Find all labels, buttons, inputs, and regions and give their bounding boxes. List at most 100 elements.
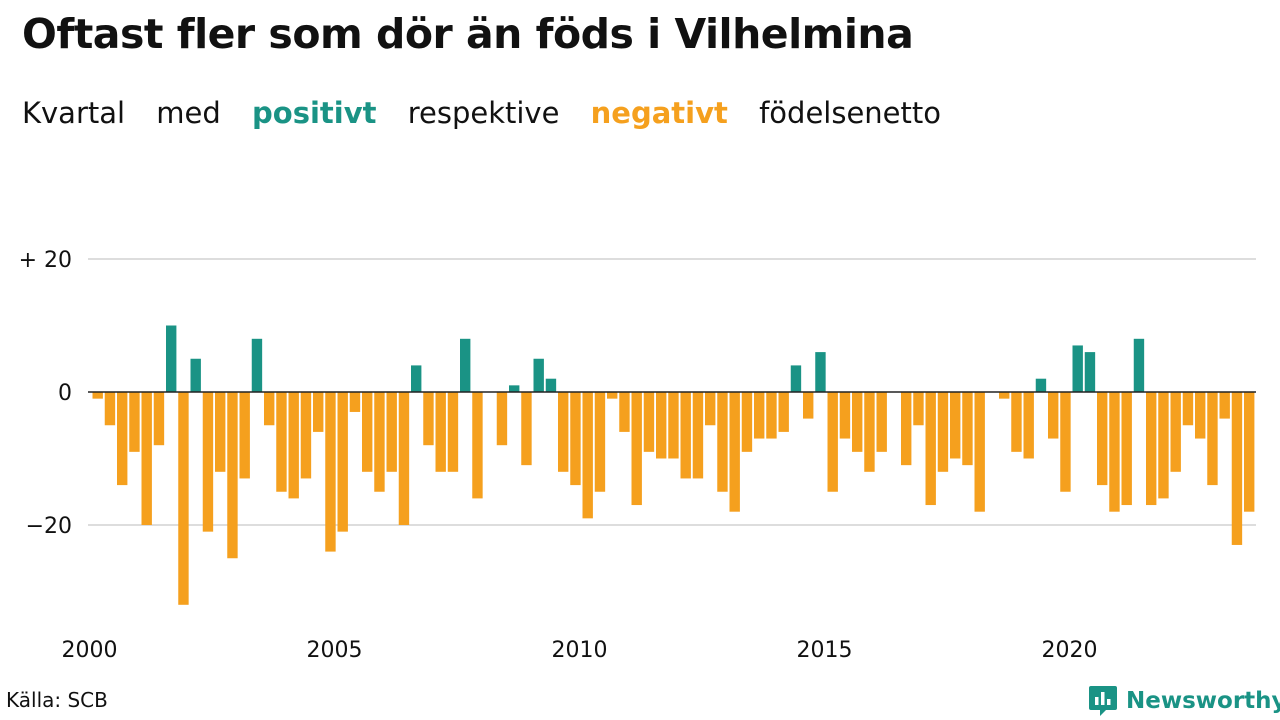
subtitle-text-med: med: [156, 96, 221, 130]
bar: [1170, 392, 1181, 472]
bar: [839, 392, 851, 439]
bar: [803, 392, 814, 419]
bar: [717, 392, 728, 492]
bar: [153, 392, 165, 446]
bar: [1048, 392, 1059, 439]
bar: [202, 392, 214, 532]
source-note: Källa: SCB: [6, 688, 108, 712]
subtitle-text-respektive: respektive: [407, 96, 560, 130]
bar: [729, 392, 740, 512]
subtitle-positive-label: positivt: [252, 96, 377, 130]
y-tick-label: 0: [58, 381, 72, 406]
bar: [558, 392, 569, 472]
bar: [227, 392, 238, 559]
bar: [104, 392, 116, 426]
bar: [178, 392, 189, 605]
bar: [790, 365, 802, 392]
bar: [705, 392, 716, 426]
bar: [643, 392, 655, 452]
x-tick-label: 2000: [62, 638, 118, 663]
subtitle-text-fodelsenetto: födelsenetto: [759, 96, 941, 130]
bar: [1011, 392, 1022, 452]
bar: [325, 392, 336, 552]
bar: [594, 392, 606, 492]
brand-name: Newsworthy: [1126, 688, 1280, 714]
bar: [423, 392, 434, 446]
bar: [1158, 392, 1169, 499]
bar: [754, 392, 765, 439]
bar: [141, 392, 152, 525]
bar: [937, 392, 949, 472]
bar: [999, 392, 1010, 399]
bar: [251, 338, 263, 392]
bar: [901, 392, 912, 466]
bar: [313, 392, 324, 432]
bar: [374, 392, 385, 492]
bar-chart-speech-bubble-icon: [1089, 686, 1117, 716]
subtitle-text-kvartal: Kvartal: [22, 96, 126, 130]
bar: [166, 325, 177, 392]
subtitle-negative-label: negativt: [590, 96, 728, 130]
x-tick-label: 2010: [552, 638, 608, 663]
bar: [1146, 392, 1157, 506]
bar: [435, 392, 446, 472]
bar: [545, 378, 557, 392]
bar: [864, 392, 875, 472]
x-tick-label: 2020: [1042, 638, 1098, 663]
bar: [92, 392, 103, 399]
bar: [386, 392, 397, 472]
bar: [692, 392, 704, 479]
x-tick-label: 2005: [307, 638, 363, 663]
bar: [1084, 352, 1096, 392]
chart-title: Oftast fler som dör än föds i Vilhelmina: [22, 10, 914, 58]
bar: [950, 392, 961, 459]
bar: [582, 392, 593, 519]
y-tick-label: −20: [26, 514, 72, 539]
bar: [1097, 392, 1108, 486]
bar: [276, 392, 287, 492]
bar: [815, 352, 826, 392]
bar: [1231, 392, 1243, 545]
y-tick-label: + 20: [19, 248, 72, 273]
bar: [215, 392, 226, 472]
bar: [1195, 392, 1206, 439]
bar: [1133, 338, 1145, 392]
bar: [1244, 392, 1255, 512]
bar: [1035, 378, 1047, 392]
bar: [362, 392, 373, 472]
bar: [656, 392, 667, 459]
bar: [521, 392, 532, 466]
bar: [1182, 392, 1194, 426]
bar: [129, 392, 140, 452]
bar: [117, 392, 128, 486]
bar: [1219, 392, 1230, 419]
bar: [349, 392, 361, 412]
bar: [778, 392, 789, 432]
bar: [1121, 392, 1132, 506]
bar: [533, 358, 544, 392]
bar: [496, 392, 508, 446]
bar: [509, 385, 520, 392]
bar: [607, 392, 618, 399]
bar: [913, 392, 924, 426]
bar: [766, 392, 777, 439]
bar: [1072, 345, 1083, 392]
bar: [288, 392, 299, 499]
bar: [876, 392, 887, 452]
bar: [1207, 392, 1218, 486]
chart-subtitle: Kvartal med positivt respektive negativt…: [22, 96, 963, 130]
bar: [337, 392, 348, 532]
bar: [264, 392, 275, 426]
bar: [631, 392, 642, 506]
bar: [472, 392, 483, 499]
bar: [300, 392, 312, 479]
bar: [239, 392, 250, 479]
brand-logo[interactable]: Newsworthy: [1088, 684, 1280, 718]
bar: [1060, 392, 1071, 492]
bar: [962, 392, 973, 466]
bar: [1023, 392, 1034, 459]
bar: [974, 392, 985, 512]
bar: [570, 392, 581, 486]
bar: [741, 392, 753, 452]
x-tick-label: 2015: [797, 638, 853, 663]
